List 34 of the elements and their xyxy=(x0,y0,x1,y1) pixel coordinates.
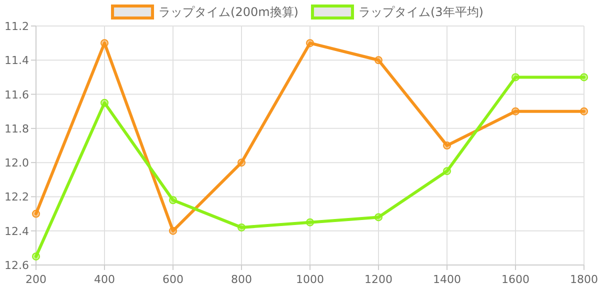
y-tick-label: 12.6 xyxy=(4,259,29,272)
y-tick-label: 12.2 xyxy=(4,190,29,204)
point xyxy=(580,73,588,82)
point xyxy=(238,158,246,167)
x-tick-label: 800 xyxy=(231,273,252,286)
y-tick-label: 11.4 xyxy=(4,54,29,68)
x-tick-label: 600 xyxy=(162,273,184,286)
point xyxy=(443,167,451,176)
x-tick-label: 1400 xyxy=(433,273,461,286)
point xyxy=(169,196,177,204)
point xyxy=(32,252,40,260)
x-tick-label: 1800 xyxy=(570,273,598,286)
point xyxy=(443,142,451,150)
y-tick-label: 12.4 xyxy=(4,224,29,238)
point xyxy=(169,226,177,235)
point xyxy=(580,107,588,116)
point xyxy=(512,107,520,116)
point xyxy=(306,218,314,226)
x-tick-label: 200 xyxy=(26,273,46,286)
point xyxy=(32,210,40,218)
point xyxy=(306,39,314,48)
x-tick-label: 1000 xyxy=(296,273,324,286)
x-tick-label: 400 xyxy=(94,273,115,286)
x-tick-label: 1200 xyxy=(364,273,392,286)
point xyxy=(238,223,246,232)
point xyxy=(374,213,382,222)
point xyxy=(512,73,520,82)
y-tick-label: 12.0 xyxy=(4,156,29,170)
y-tick-label: 11.2 xyxy=(4,20,29,33)
y-tick-label: 11.8 xyxy=(4,122,29,136)
y-tick-label: 11.6 xyxy=(4,88,29,102)
point xyxy=(100,98,108,107)
point xyxy=(374,56,382,64)
x-tick-label: 1600 xyxy=(502,273,530,286)
